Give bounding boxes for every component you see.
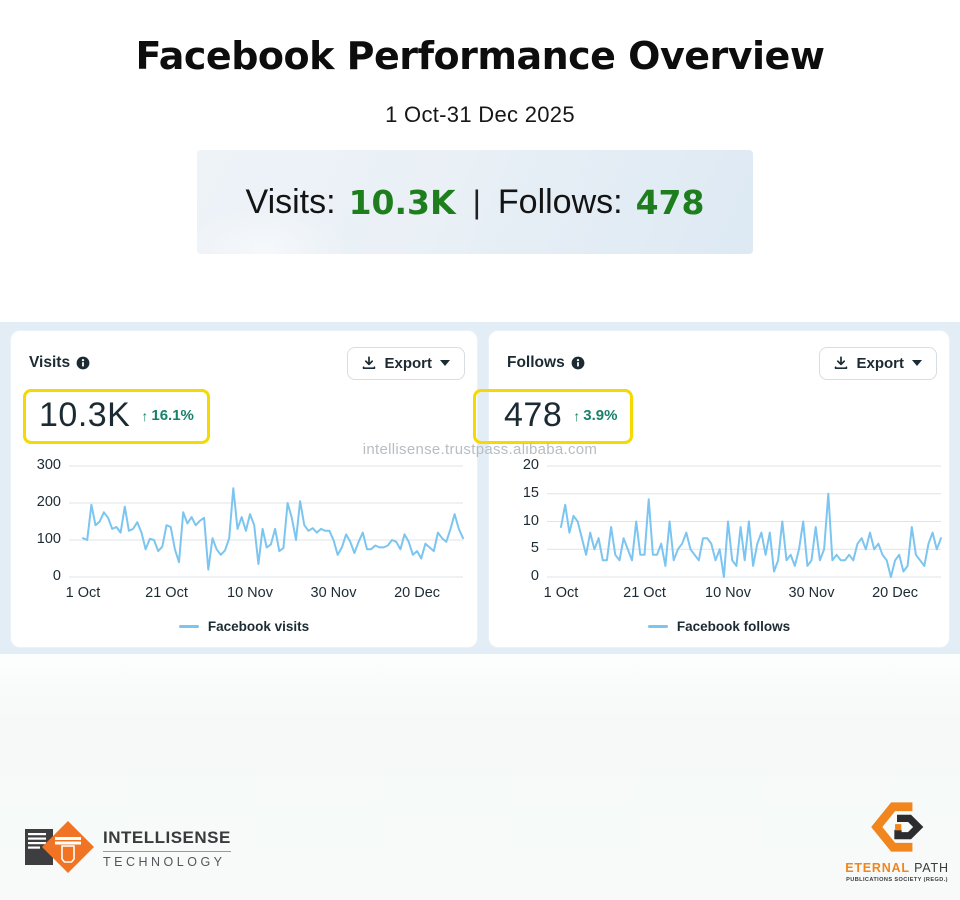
follows-metric-delta: ↑ 3.9% bbox=[573, 407, 617, 424]
intellisense-logo: INTELLISENSE TECHNOLOGY bbox=[24, 820, 231, 876]
follows-metric-highlight: 478 ↑ 3.9% bbox=[473, 389, 634, 444]
y-tick-label: 0 bbox=[530, 568, 539, 584]
follows-legend-label: Facebook follows bbox=[676, 619, 791, 634]
follows-card-title: Follows bbox=[507, 354, 565, 371]
eternal-path-logo: ETERNAL PATH PUBLICATIONS SOCIETY (REGD.… bbox=[845, 800, 949, 883]
y-tick-label: 10 bbox=[522, 512, 539, 529]
eternal-name-part2: PATH bbox=[909, 861, 949, 875]
trend-up-icon: ↑ bbox=[573, 407, 581, 424]
visits-legend: Facebook visits bbox=[11, 619, 477, 634]
visits-metric-value: 10.3K bbox=[39, 396, 131, 434]
visits-metric-delta: ↑ 16.1% bbox=[141, 407, 194, 424]
intellisense-tagline: TECHNOLOGY bbox=[103, 854, 226, 869]
legend-line-swatch bbox=[178, 624, 199, 629]
follows-chart: 0 5 10 15 20 1 Oct 21 Oct 10 Nov 30 Nov 20 Dec bbox=[523, 457, 942, 601]
export-button[interactable]: Export bbox=[819, 346, 937, 380]
x-tick-label: 20 Dec bbox=[394, 585, 441, 601]
trend-up-icon: ↑ bbox=[141, 407, 149, 424]
visits-delta-value: 16.1% bbox=[151, 407, 194, 424]
x-tick-label: 21 Oct bbox=[145, 585, 188, 601]
eternal-path-subtitle: PUBLICATIONS SOCIETY (REGD.) bbox=[846, 877, 948, 883]
eternal-path-name: ETERNAL PATH bbox=[845, 861, 949, 875]
x-tick-label: 21 Oct bbox=[623, 585, 666, 601]
export-label: Export bbox=[384, 354, 432, 372]
y-tick-label: 5 bbox=[530, 540, 539, 557]
x-tick-label: 30 Nov bbox=[788, 585, 835, 601]
visits-legend-label: Facebook visits bbox=[207, 619, 310, 634]
visits-card: Visits Export 10.3K ↑ 16.1% bbox=[10, 330, 478, 648]
export-button[interactable]: Export bbox=[347, 346, 465, 380]
visits-card-header: Visits Export bbox=[29, 345, 465, 381]
x-tick-label: 1 Oct bbox=[65, 585, 101, 601]
x-tick-label: 10 Nov bbox=[227, 585, 273, 601]
chevron-down-icon bbox=[440, 360, 450, 366]
chevron-down-icon bbox=[912, 360, 922, 366]
summary-banner: Visits: 10.3K | Follows: 478 bbox=[197, 150, 753, 254]
summary-follows-label: Follows: bbox=[497, 182, 623, 221]
intellisense-name: INTELLISENSE bbox=[103, 828, 231, 852]
info-icon[interactable] bbox=[571, 356, 585, 370]
summary-separator: | bbox=[472, 183, 481, 220]
page-title: Facebook Performance Overview bbox=[135, 34, 825, 78]
y-tick-label: 200 bbox=[36, 494, 61, 510]
date-range: 1 Oct-31 Dec 2025 bbox=[385, 102, 575, 127]
y-tick-label: 300 bbox=[36, 457, 61, 473]
y-tick-label: 100 bbox=[36, 531, 61, 547]
x-tick-label: 30 Nov bbox=[310, 585, 357, 601]
export-label: Export bbox=[856, 354, 904, 372]
summary-visits-value: 10.3K bbox=[348, 182, 456, 222]
visits-line-chart bbox=[69, 465, 464, 578]
follows-card-header: Follows Export bbox=[507, 345, 937, 381]
follows-metric-value: 478 bbox=[504, 396, 563, 434]
follows-delta-value: 3.9% bbox=[583, 407, 618, 424]
visits-chart: 0 100 200 300 1 Oct 21 Oct 10 Nov 30 Nov 20 Dec bbox=[37, 457, 464, 601]
download-icon bbox=[362, 356, 376, 370]
visits-card-title: Visits bbox=[29, 354, 71, 371]
info-icon[interactable] bbox=[76, 356, 90, 370]
summary-follows-value: 478 bbox=[635, 182, 705, 222]
intellisense-logo-text: INTELLISENSE TECHNOLOGY bbox=[103, 828, 231, 869]
eternal-path-logo-icon bbox=[868, 800, 926, 854]
summary-visits-label: Visits: bbox=[245, 182, 336, 221]
follows-legend: Facebook follows bbox=[489, 619, 949, 634]
y-tick-label: 0 bbox=[52, 568, 61, 584]
visits-metric-highlight: 10.3K ↑ 16.1% bbox=[23, 389, 210, 444]
intellisense-logo-icon bbox=[24, 820, 94, 876]
follows-card: Follows Export 478 ↑ 3.9% bbox=[473, 330, 950, 648]
x-tick-label: 20 Dec bbox=[872, 585, 919, 601]
legend-line-swatch bbox=[647, 624, 668, 629]
follows-line-chart bbox=[547, 465, 942, 578]
y-tick-label: 20 bbox=[522, 457, 539, 473]
y-tick-label: 15 bbox=[522, 484, 539, 501]
x-tick-label: 1 Oct bbox=[543, 585, 579, 601]
x-tick-label: 10 Nov bbox=[705, 585, 751, 601]
eternal-name-part1: ETERNAL bbox=[845, 861, 910, 875]
download-icon bbox=[834, 356, 848, 370]
chart-strip: Visits Export 10.3K ↑ 16.1% bbox=[0, 322, 960, 654]
